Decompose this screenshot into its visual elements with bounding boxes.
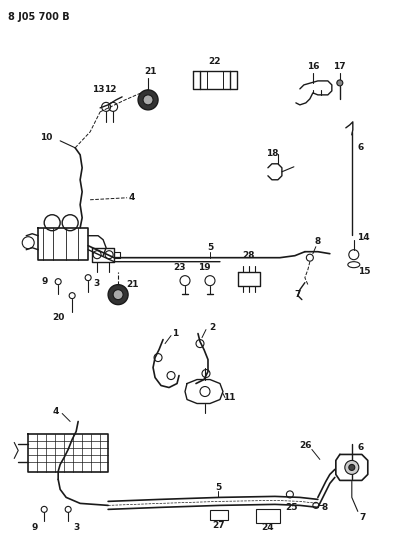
Text: 15: 15 — [358, 267, 370, 276]
Text: 17: 17 — [333, 62, 346, 71]
Text: 1: 1 — [172, 329, 178, 338]
Text: 8 J05 700 B: 8 J05 700 B — [8, 12, 70, 22]
Text: 27: 27 — [213, 521, 225, 530]
Text: 8: 8 — [315, 237, 321, 246]
Text: 7: 7 — [360, 513, 366, 522]
Text: 9: 9 — [31, 523, 37, 532]
Text: 11: 11 — [223, 393, 235, 402]
Text: 4: 4 — [129, 193, 135, 202]
Bar — [210, 511, 228, 520]
Text: 26: 26 — [300, 441, 312, 450]
Text: 8: 8 — [322, 503, 328, 512]
Text: 14: 14 — [357, 233, 370, 242]
Text: 9: 9 — [41, 277, 47, 286]
Circle shape — [337, 80, 343, 86]
Text: 23: 23 — [173, 263, 185, 272]
Text: 21: 21 — [144, 67, 156, 76]
Circle shape — [138, 90, 158, 110]
Text: 20: 20 — [52, 313, 64, 322]
Text: 21: 21 — [126, 280, 138, 289]
Circle shape — [143, 95, 153, 105]
Text: 24: 24 — [262, 523, 274, 532]
Text: 16: 16 — [306, 62, 319, 71]
Text: 6: 6 — [358, 443, 364, 452]
Circle shape — [108, 285, 128, 305]
Text: 6: 6 — [358, 143, 364, 152]
Text: 13: 13 — [92, 85, 104, 94]
Circle shape — [345, 461, 359, 474]
Text: 3: 3 — [93, 279, 99, 288]
Text: 5: 5 — [215, 483, 221, 492]
Text: 28: 28 — [243, 251, 255, 260]
Text: 12: 12 — [104, 85, 116, 94]
Text: 3: 3 — [73, 523, 79, 532]
Text: 19: 19 — [198, 263, 210, 272]
Text: 2: 2 — [209, 323, 215, 332]
Text: 4: 4 — [53, 407, 60, 416]
Text: 22: 22 — [209, 58, 221, 67]
Text: 25: 25 — [285, 503, 298, 512]
Circle shape — [113, 289, 123, 300]
Text: 7: 7 — [295, 290, 301, 299]
Text: 10: 10 — [40, 133, 52, 142]
Text: 5: 5 — [207, 243, 213, 252]
Bar — [256, 510, 280, 523]
Circle shape — [349, 464, 355, 471]
Text: 18: 18 — [266, 149, 278, 158]
